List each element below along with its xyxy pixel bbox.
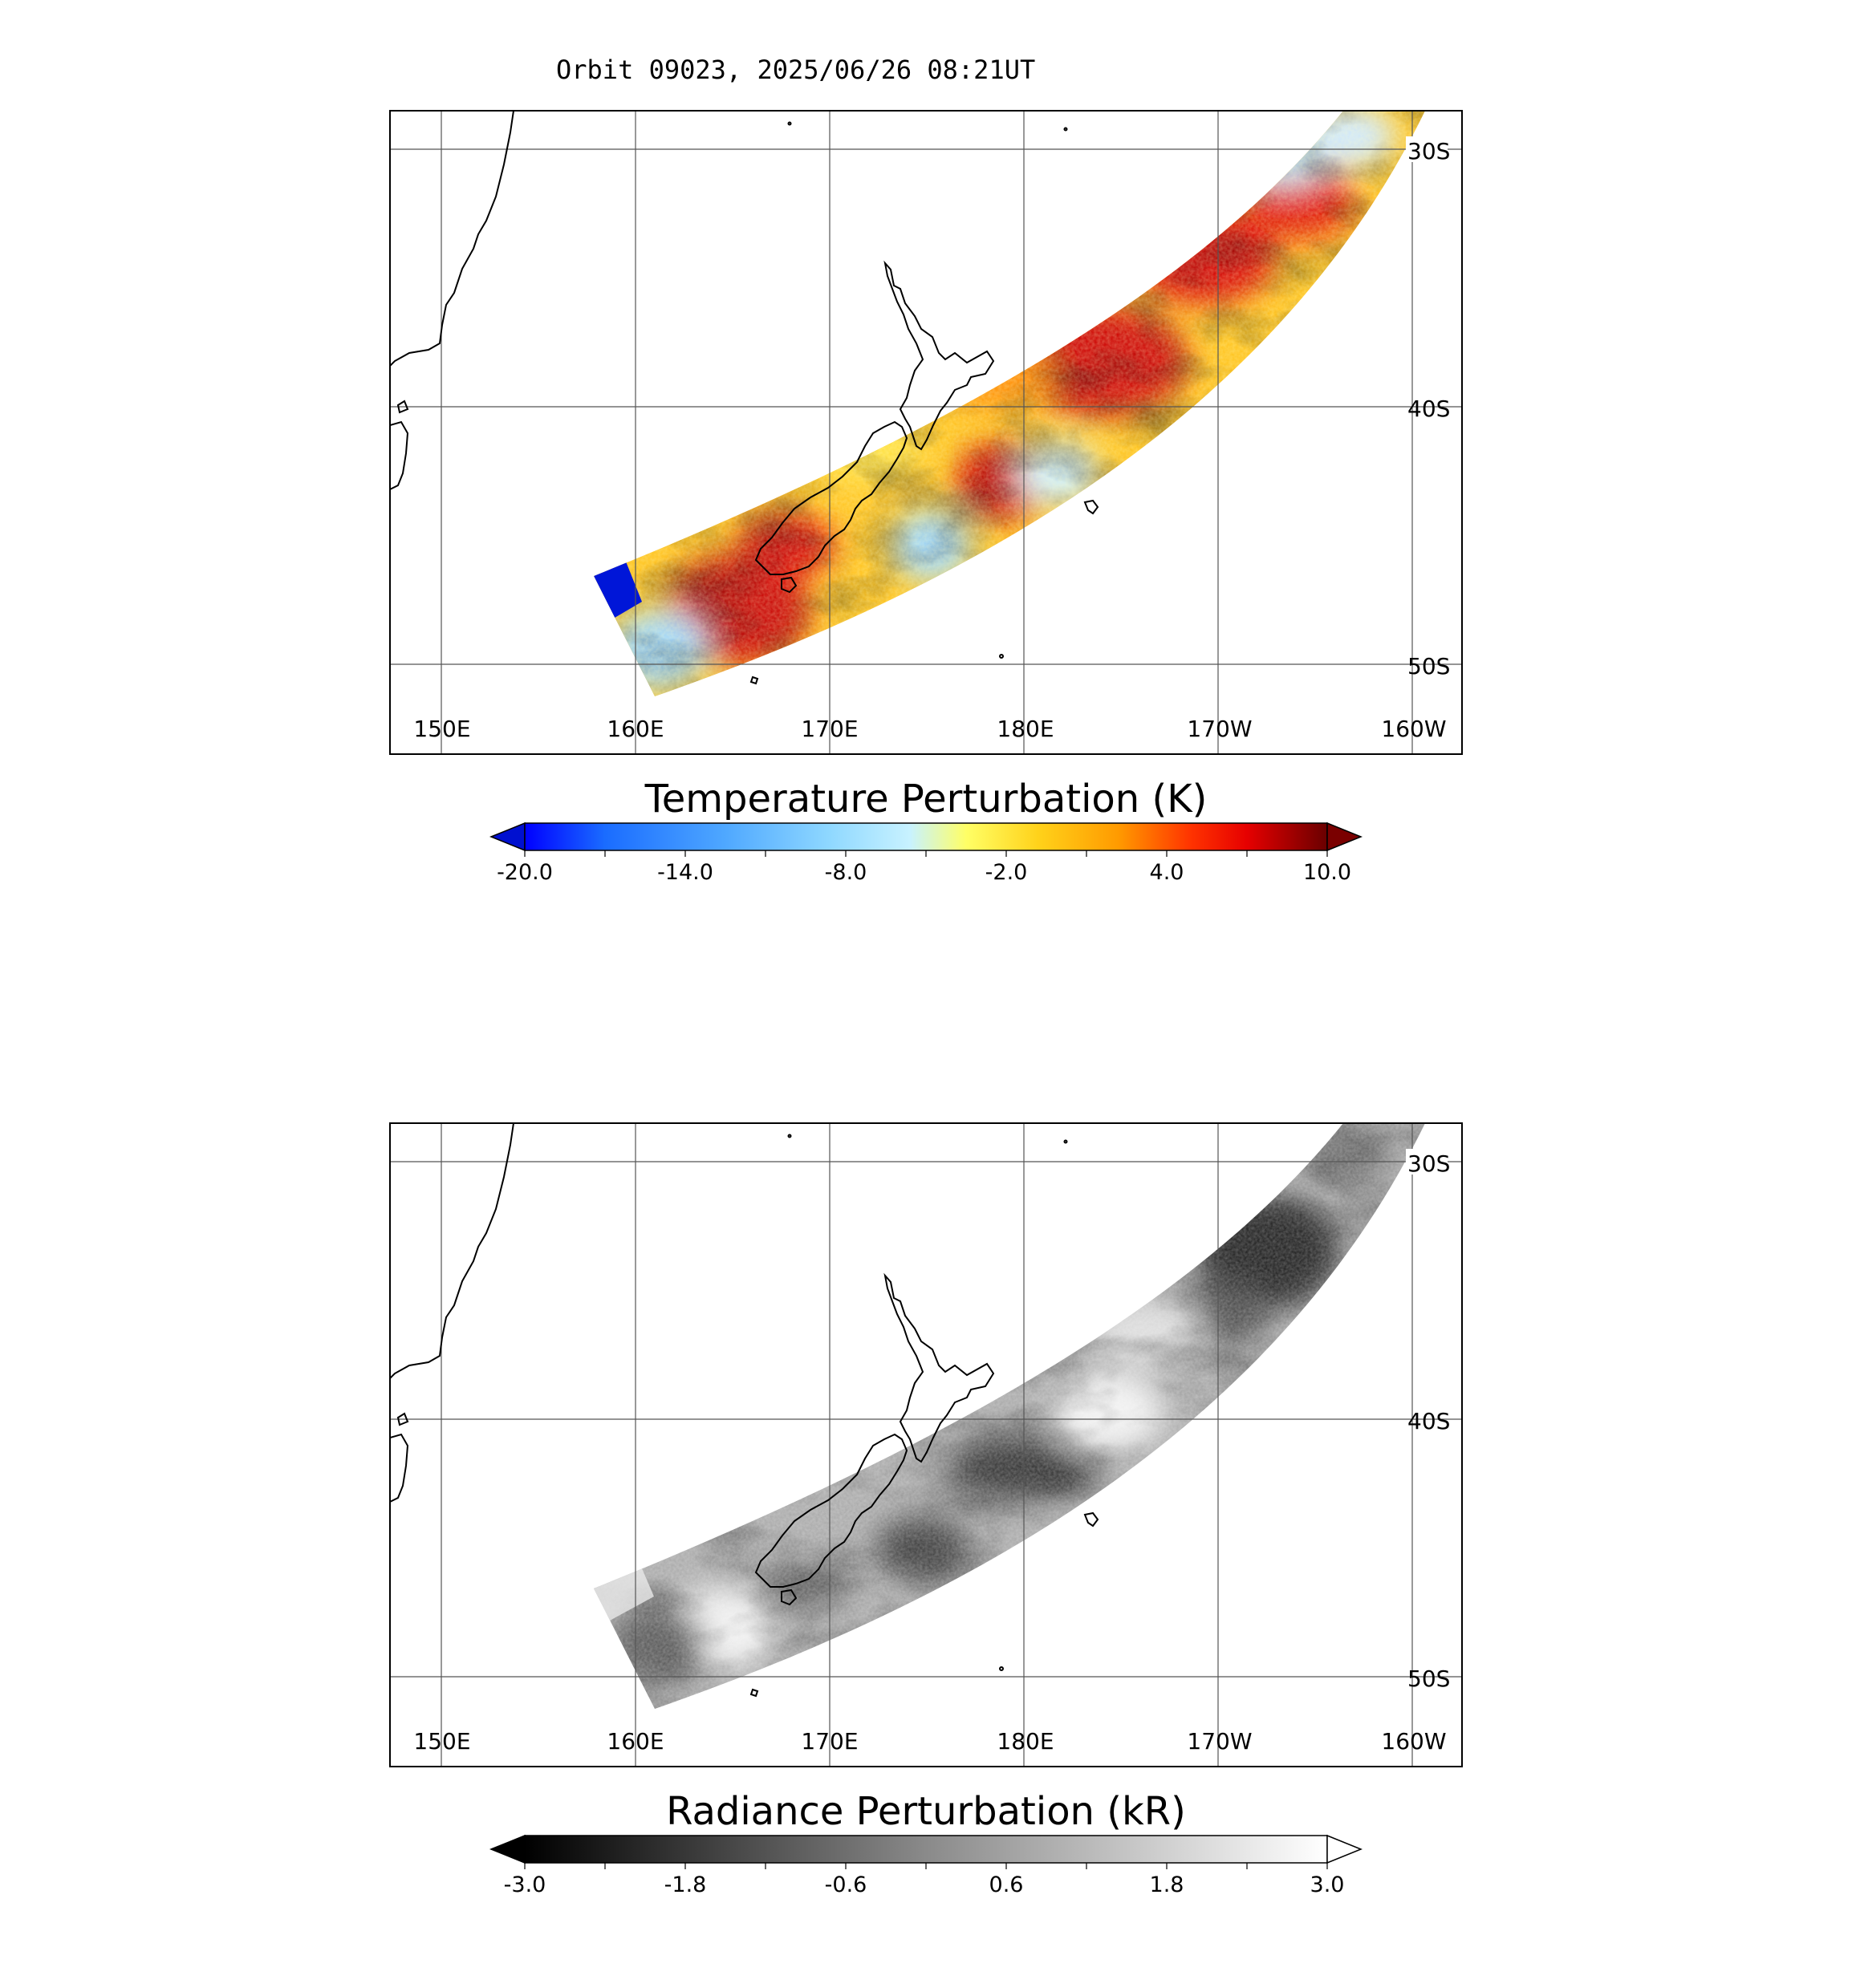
lon-label-150e: 150E xyxy=(413,1728,470,1755)
lon-label-170w: 170W xyxy=(1187,1728,1252,1755)
radiance-colorbar-tick: 3.0 xyxy=(1310,1872,1345,1897)
temperature-map-panel: 150E 160E 170E 180E 170W 160W 30S 40S 50… xyxy=(389,110,1463,755)
radiance-colorbar-over-arrow xyxy=(1326,1834,1363,1864)
temperature-colorbar-tick: 10.0 xyxy=(1303,860,1351,885)
radiance-colorbar-tick: -3.0 xyxy=(504,1872,546,1897)
lon-label-160w: 160W xyxy=(1381,1728,1446,1755)
temperature-colorbar-tick: -2.0 xyxy=(985,860,1028,885)
radiance-colorbar-tick: 1.8 xyxy=(1150,1872,1184,1897)
radiance-colorbar-title: Radiance Perturbation (kR) xyxy=(666,1789,1186,1834)
lon-label-180e: 180E xyxy=(997,1728,1054,1755)
lon-label-170e: 170E xyxy=(801,1728,858,1755)
radiance-colorbar-bar xyxy=(524,1835,1328,1864)
temperature-swath xyxy=(594,111,1425,696)
lon-label-180e: 180E xyxy=(997,716,1054,742)
radiance-gridlines xyxy=(390,1123,1462,1767)
lat-label-50s: 50S xyxy=(1407,653,1450,680)
lat-label-50s: 50S xyxy=(1407,1665,1450,1692)
lon-label-170w: 170W xyxy=(1187,716,1252,742)
lon-label-160w: 160W xyxy=(1381,716,1446,742)
temperature-lat-labels: 30S 40S 50S xyxy=(1406,136,1450,680)
radiance-lon-labels: 150E 160E 170E 180E 170W 160W xyxy=(413,1728,1446,1755)
radiance-swath xyxy=(594,1123,1425,1709)
radiance-map-frame xyxy=(389,1122,1463,1767)
radiance-coastlines xyxy=(390,1123,1099,1698)
radiance-colorbar-tick: -1.8 xyxy=(664,1872,707,1897)
temperature-colorbar-over-arrow xyxy=(1326,822,1363,852)
temperature-lon-labels: 150E 160E 170E 180E 170W 160W xyxy=(413,716,1446,742)
radiance-lat-labels: 30S 40S 50S xyxy=(1406,1149,1450,1692)
temperature-colorbar: Temperature Perturbation (K) -20.0 -14.0… xyxy=(489,777,1363,885)
lon-label-160e: 160E xyxy=(607,1728,664,1755)
temperature-colorbar-bar xyxy=(524,822,1328,851)
radiance-colorbar-tick: 0.6 xyxy=(989,1872,1024,1897)
temperature-coastlines xyxy=(390,111,1099,685)
temperature-colorbar-under-arrow xyxy=(489,822,526,852)
lat-label-40s: 40S xyxy=(1407,1408,1450,1434)
radiance-colorbar-under-arrow xyxy=(489,1834,526,1864)
temperature-colorbar-tick: -14.0 xyxy=(657,860,713,885)
lat-label-30s: 30S xyxy=(1407,138,1450,164)
radiance-colorbar-tick: -0.6 xyxy=(825,1872,867,1897)
temperature-colorbar-title: Temperature Perturbation (K) xyxy=(644,777,1208,822)
radiance-map-panel: 150E 160E 170E 180E 170W 160W 30S 40S 50… xyxy=(389,1122,1463,1767)
temperature-colorbar-tick: -8.0 xyxy=(825,860,867,885)
lon-label-170e: 170E xyxy=(801,716,858,742)
lat-label-40s: 40S xyxy=(1407,396,1450,422)
temperature-gridlines xyxy=(390,111,1462,754)
radiance-colorbar: Radiance Perturbation (kR) -3.0 -1.8 -0.… xyxy=(489,1789,1363,1897)
temperature-map-frame xyxy=(389,110,1463,755)
temperature-colorbar-tick: 4.0 xyxy=(1150,860,1184,885)
swath-blue-patch xyxy=(594,562,642,618)
lat-label-30s: 30S xyxy=(1407,1150,1450,1177)
temperature-colorbar-tick: -20.0 xyxy=(497,860,553,885)
lon-label-150e: 150E xyxy=(413,716,470,742)
plot-title: Orbit 09023, 2025/06/26 08:21UT xyxy=(556,55,1035,85)
lon-label-160e: 160E xyxy=(607,716,664,742)
